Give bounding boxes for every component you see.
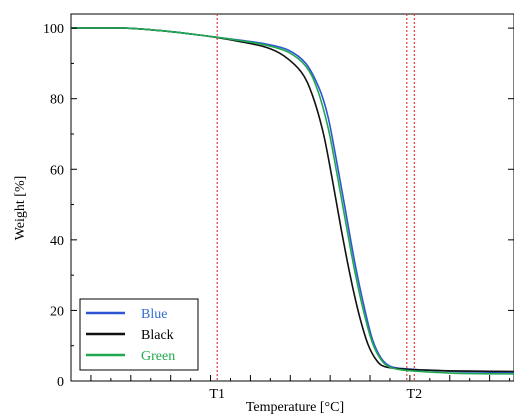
series-layer xyxy=(70,27,514,375)
y-tick-label: 80 xyxy=(50,93,64,108)
legend-item-black[interactable]: Black xyxy=(86,328,174,343)
y-axis-title: Weight [%] xyxy=(13,176,28,241)
plot-frame xyxy=(70,13,514,382)
legend[interactable]: Blue Black Green xyxy=(79,298,199,371)
y-tick-label: 100 xyxy=(43,22,64,37)
legend-item-blue[interactable]: Blue xyxy=(86,307,167,322)
y-tick-label: 20 xyxy=(50,304,64,319)
y-tick-label: 0 xyxy=(57,375,64,390)
reference-lines xyxy=(216,14,415,381)
x-tick-label-t1: T1 xyxy=(209,387,225,402)
legend-label-green: Green xyxy=(141,349,175,364)
legend-label-blue: Blue xyxy=(141,307,167,322)
legend-item-green[interactable]: Green xyxy=(86,349,175,364)
x-tick-label-t2: T2 xyxy=(407,387,423,402)
axis-layer: 0 20 40 60 80 100 T1 T2 xyxy=(43,22,514,402)
legend-label-black: Black xyxy=(141,328,174,343)
y-tick-label: 40 xyxy=(50,234,64,249)
y-tick-label: 60 xyxy=(50,163,64,178)
x-axis-title: Temperature [°C] xyxy=(246,400,344,415)
plot-border xyxy=(70,13,514,382)
series-line-green xyxy=(70,27,514,375)
